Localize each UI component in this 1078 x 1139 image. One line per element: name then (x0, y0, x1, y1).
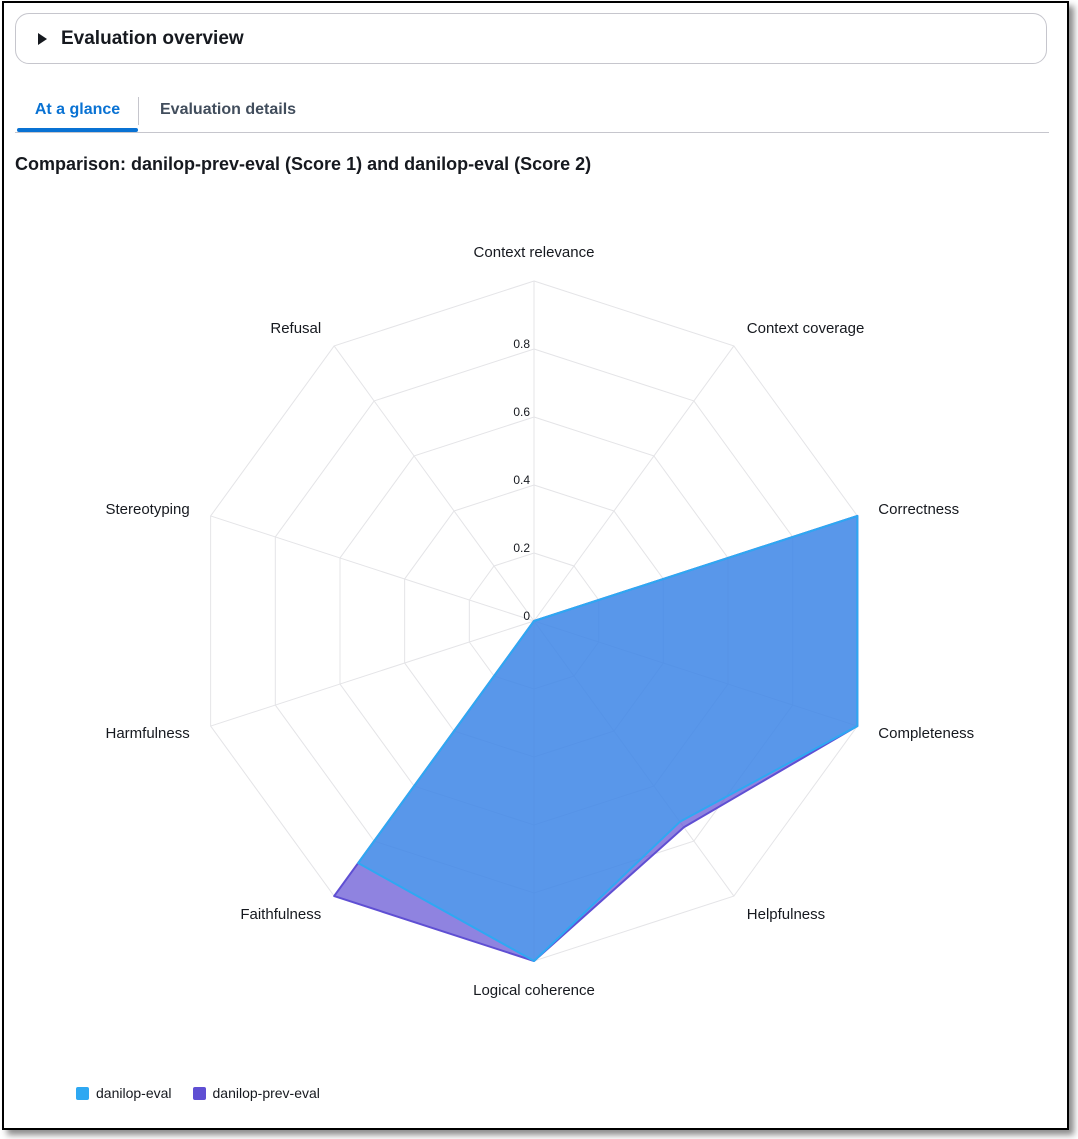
grid-spoke (210, 515, 535, 622)
axis-label: Faithfulness (240, 906, 321, 923)
axis-label: Logical coherence (473, 982, 595, 999)
axis-label: Context coverage (747, 320, 865, 337)
tab-evaluation-details[interactable]: Evaluation details (160, 101, 297, 118)
legend-swatch (192, 1086, 206, 1100)
axis-label: Context relevance (474, 244, 595, 261)
evaluation-overview-expander[interactable]: Evaluation overview (15, 13, 1047, 64)
axis-label: Helpfulness (747, 906, 825, 923)
axis-label: Correctness (878, 501, 959, 518)
tab-bar: At a glance Evaluation details (15, 93, 1049, 133)
legend-label: danilop-prev-eval (212, 1085, 320, 1101)
radar-series (333, 514, 859, 962)
grid-spoke (210, 620, 535, 727)
grid-spoke (333, 345, 535, 622)
legend-item-danilop-prev-eval[interactable]: danilop-prev-eval (192, 1085, 320, 1101)
chart-title: Comparison: danilop-prev-eval (Score 1) … (15, 154, 592, 174)
legend-item-danilop-eval[interactable]: danilop-eval (76, 1085, 172, 1101)
legend-label: danilop-eval (96, 1085, 172, 1101)
series-area-danilop-eval (357, 514, 859, 962)
tick-label: 0.2 (513, 541, 530, 555)
evaluation-overview-title: Evaluation overview (61, 27, 244, 49)
legend-swatch (76, 1086, 89, 1100)
grid-spoke (533, 345, 735, 622)
tick-label: 0.8 (513, 337, 530, 351)
caret-right-icon (38, 32, 47, 45)
radar-tick-labels: 0 0.2 0.4 0.6 0.8 (513, 337, 530, 623)
axis-label: Completeness (878, 725, 974, 742)
chart-legend: danilop-eval danilop-prev-eval (76, 1085, 341, 1101)
axis-label: Stereotyping (105, 501, 189, 518)
tab-at-a-glance[interactable]: At a glance (17, 93, 138, 132)
axis-label: Refusal (270, 320, 321, 337)
tick-label: 0.6 (513, 405, 530, 419)
tab-divider (138, 97, 139, 125)
axis-label: Harmfulness (106, 725, 190, 742)
tick-label: 0 (523, 609, 530, 623)
tick-label: 0.4 (513, 473, 530, 487)
radar-axis-labels: Context relevance Context coverage Correct… (105, 244, 974, 999)
